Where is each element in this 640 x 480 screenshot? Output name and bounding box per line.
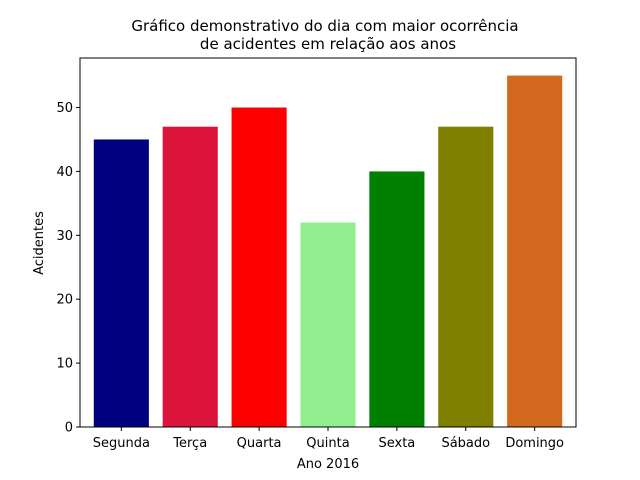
x-axis-label: Ano 2016 [297,457,359,472]
y-axis-label: Acidentes [32,211,47,275]
chart-title-line-1: Gráfico demonstrativo do dia com maior o… [131,17,518,35]
x-tick-label-0: Segunda [93,436,150,451]
y-tick-label-4: 40 [56,165,73,180]
bar-5 [438,126,494,428]
chart-title-line-2: de acidentes em relação aos anos [200,35,456,53]
x-tick-label-6: Domingo [505,436,564,451]
x-axis-ticks: Segunda Terça Quarta Quinta Sexta Sábado Domin… [93,427,564,451]
x-tick-label-4: Sexta [378,436,415,451]
x-tick-label-1: Terça [172,436,207,451]
bars-group [93,75,563,428]
bar-3 [300,222,356,427]
bar-1 [162,126,218,428]
bar-2 [231,107,287,428]
x-tick-label-5: Sábado [441,436,490,451]
x-tick-label-2: Quarta [237,436,282,451]
bar-4 [369,171,425,427]
bar-0 [93,139,149,427]
plot-frame [79,57,577,428]
y-tick-label-3: 30 [56,229,73,244]
y-tick-label-1: 10 [56,357,73,372]
y-tick-label-5: 50 [56,101,73,116]
y-tick-label-0: 0 [65,421,73,436]
bar-6 [507,75,563,428]
y-tick-label-2: 20 [56,293,73,308]
y-axis-ticks: 0 10 20 30 40 50 [56,101,80,436]
x-tick-label-3: Quinta [306,436,349,451]
